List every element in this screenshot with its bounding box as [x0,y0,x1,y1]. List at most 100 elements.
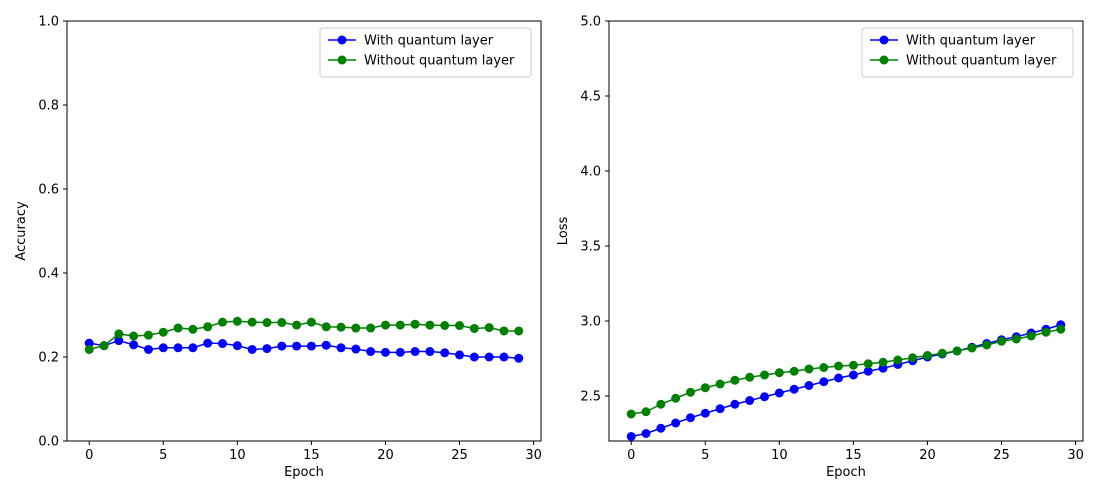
data-point [700,383,710,393]
data-point [114,329,124,339]
y-tick-label: 4.5 [580,90,601,105]
data-point [656,399,666,409]
data-point [336,322,346,332]
data-point [834,361,844,371]
data-point [232,316,242,326]
data-point [173,343,183,353]
x-tick-label: 0 [627,448,635,463]
data-point [203,322,213,332]
data-point [819,377,829,387]
data-point [671,393,681,403]
data-point [730,375,740,385]
data-point [715,404,725,414]
data-point [321,340,331,350]
data-point [499,352,509,362]
x-tick-label: 0 [85,448,93,463]
data-point [789,384,799,394]
data-point [848,370,858,380]
data-point [760,392,770,402]
data-point [469,323,479,333]
legend: With quantum layer Without quantum layer [319,27,532,78]
x-tick-label: 30 [1067,448,1084,463]
data-point [425,347,435,357]
data-point [641,407,651,417]
data-point [292,341,302,351]
data-point [158,343,168,353]
data-point [366,323,376,333]
legend-label: Without quantum layer [364,54,515,69]
data-point [277,318,287,328]
plot-frame [66,20,542,442]
x-tick-label: 30 [525,448,542,463]
data-point [671,418,681,428]
data-point [982,340,992,350]
series-line-without-quantum [631,328,1061,415]
data-point [306,341,316,351]
data-point [514,326,524,336]
x-tick-label: 10 [229,448,246,463]
data-point [878,357,888,367]
data-point [804,364,814,374]
y-tick-label: 5.0 [580,15,601,30]
data-point [499,326,509,336]
y-axis-label: Accuracy [14,201,29,261]
y-tick-label: 4.0 [580,165,601,180]
data-point [336,343,346,353]
data-point [425,320,435,330]
legend-swatch-marker [337,55,347,65]
x-tick-label: 20 [919,448,936,463]
x-tick-label: 20 [377,448,394,463]
data-point [218,339,228,349]
data-point [440,321,450,330]
loss-chart: 0 5 10 15 20 25 30 2.5 3.0 3.5 4.0 4.5 5.0 Epoch Loss W… [556,15,1084,481]
data-point [277,341,287,351]
data-point [774,388,784,398]
legend-swatch-marker [337,35,347,45]
series-group [626,320,1066,441]
x-axis-label: Epoch [284,465,324,480]
y-tick-label: 0.6 [38,183,59,198]
x-tick-label: 15 [845,448,862,463]
data-point [84,338,94,348]
data-point [306,317,316,327]
data-point [380,320,390,330]
y-tick-label: 2.5 [580,390,601,405]
data-point [455,321,465,330]
data-point [114,336,124,346]
data-point [143,330,153,340]
data-point [455,350,465,360]
data-point [469,352,479,362]
legend-swatch-marker [879,55,889,65]
data-point [366,347,376,357]
data-point [203,338,213,348]
y-tick-label: 0.8 [38,99,59,114]
data-point [760,370,770,380]
data-point [380,347,390,357]
data-point [908,353,918,363]
data-point [410,319,420,329]
data-point [292,320,302,330]
legend-label: With quantum layer [906,34,1036,49]
data-point [484,323,494,333]
data-point [99,341,109,351]
data-point [84,344,94,354]
y-tick-label: 1.0 [38,15,59,30]
legend-label: Without quantum layer [906,54,1057,69]
data-point [819,363,829,372]
data-point [247,317,257,327]
data-point [218,317,228,327]
y-tick-label: 3.0 [580,315,601,330]
x-tick-label: 5 [701,448,709,463]
series-group [84,316,524,363]
x-tick-label: 15 [303,448,320,463]
legend-label: With quantum layer [364,34,494,49]
data-point [440,348,450,358]
data-point [937,348,947,358]
legend: With quantum layer Without quantum layer [861,27,1074,78]
data-point [395,320,405,330]
data-point [641,429,651,438]
y-tick-label: 0.0 [38,435,59,450]
x-tick-label: 25 [993,448,1010,463]
y-axis-label: Loss [556,217,571,246]
